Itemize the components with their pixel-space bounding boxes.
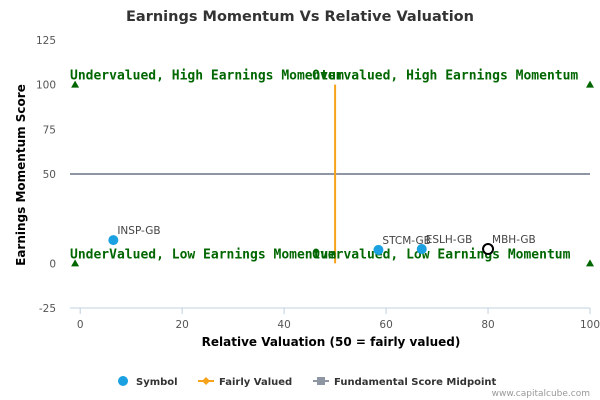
legend-midpoint-label: Fundamental Score Midpoint (334, 377, 497, 388)
data-point (416, 244, 427, 255)
y-tick-label: 100 (36, 80, 56, 92)
y-tick-label: 0 (49, 258, 56, 270)
x-tick-label: 100 (580, 319, 600, 331)
quadrant-label: Overvalued, High Earnings Momentum (312, 69, 578, 84)
legend-midpoint-marker (317, 377, 325, 385)
legend-fairly-valued-label: Fairly Valued (219, 377, 292, 388)
x-axis-title: Relative Valuation (50 = fairly valued) (202, 335, 461, 349)
x-tick-label: 60 (379, 319, 392, 331)
y-axis-ticks: -25 0 50 75 100 125 (36, 35, 56, 315)
y-axis-title: Earnings Momentum Score (14, 84, 28, 266)
corner-markers (71, 80, 594, 267)
legend-fairly-valued-marker (202, 377, 210, 385)
x-tick-label: 20 (175, 319, 188, 331)
x-tick-label: 80 (481, 319, 494, 331)
legend-symbol-marker (118, 376, 128, 386)
corner-marker (586, 259, 594, 267)
y-tick-label: 50 (43, 169, 56, 181)
data-point (482, 243, 495, 256)
data-point (108, 235, 119, 246)
chart-title: Earnings Momentum Vs Relative Valuation (126, 9, 474, 25)
corner-marker (71, 80, 80, 88)
data-point (373, 244, 384, 255)
data-point-label: ESLH-GB (426, 234, 473, 246)
reference-lines (70, 84, 590, 264)
data-point-label: MBH-GB (492, 234, 536, 246)
x-tick-label: 0 (77, 319, 84, 331)
x-tick-label: 40 (277, 319, 290, 331)
quadrant-label: Overvalued, Low Earnings Momentum (312, 247, 570, 262)
data-point-label: STCM-GB (382, 235, 430, 247)
y-tick-label: -25 (39, 303, 56, 315)
quadrant-label: UnderValued, Low Earnings Momentum (70, 247, 336, 262)
quadrant-label: Undervalued, High Earnings Momentum (70, 69, 344, 84)
quadrant-labels: Undervalued, High Earnings MomentumOverv… (70, 69, 578, 263)
credit-text: www.capitalcube.com (492, 389, 590, 399)
x-axis-ticks: 0 20 40 60 80 100 (77, 308, 600, 331)
corner-marker (586, 80, 594, 88)
legend: Symbol Fairly Valued Fundamental Score Mid… (118, 376, 497, 388)
corner-marker (71, 259, 80, 267)
y-tick-label: 75 (43, 124, 56, 136)
legend-symbol-label: Symbol (136, 377, 178, 388)
data-point-label: INSP-GB (117, 225, 160, 237)
y-tick-label: 125 (36, 35, 56, 47)
